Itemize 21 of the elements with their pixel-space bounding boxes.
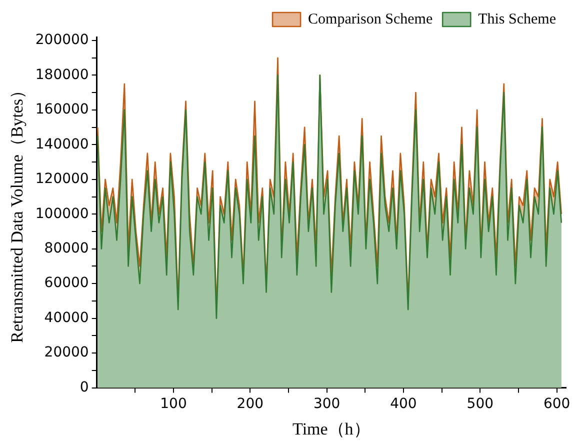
x-tick-label: 100 (160, 396, 187, 412)
x-tick-label: 300 (313, 396, 340, 412)
legend-label: This Scheme (478, 11, 556, 28)
x-tick-label: 200 (236, 396, 264, 412)
x-tick-label: 400 (390, 396, 417, 412)
y-tick-label: 200000 (35, 32, 89, 48)
y-tick-label: 0 (80, 379, 89, 396)
y-tick-label: 60000 (44, 275, 89, 292)
x-tick-label: 500 (466, 396, 494, 412)
y-tick-label: 20000 (44, 344, 89, 361)
legend-label: Comparison Scheme (308, 11, 433, 28)
y-tick-label: 40000 (44, 310, 89, 326)
y-tick-label: 120000 (35, 171, 89, 188)
y-axis-title: Retransmitted Data Volume（Bytes） (8, 82, 27, 343)
y-tick-label: 80000 (44, 240, 89, 257)
x-tick-label: 600 (543, 396, 570, 412)
y-tick-label: 140000 (35, 136, 89, 152)
x-axis-title: Time（h） (292, 419, 370, 438)
y-tick-label: 160000 (35, 102, 89, 118)
y-tick-label: 100000 (35, 206, 89, 222)
y-tick-label: 180000 (35, 66, 89, 83)
